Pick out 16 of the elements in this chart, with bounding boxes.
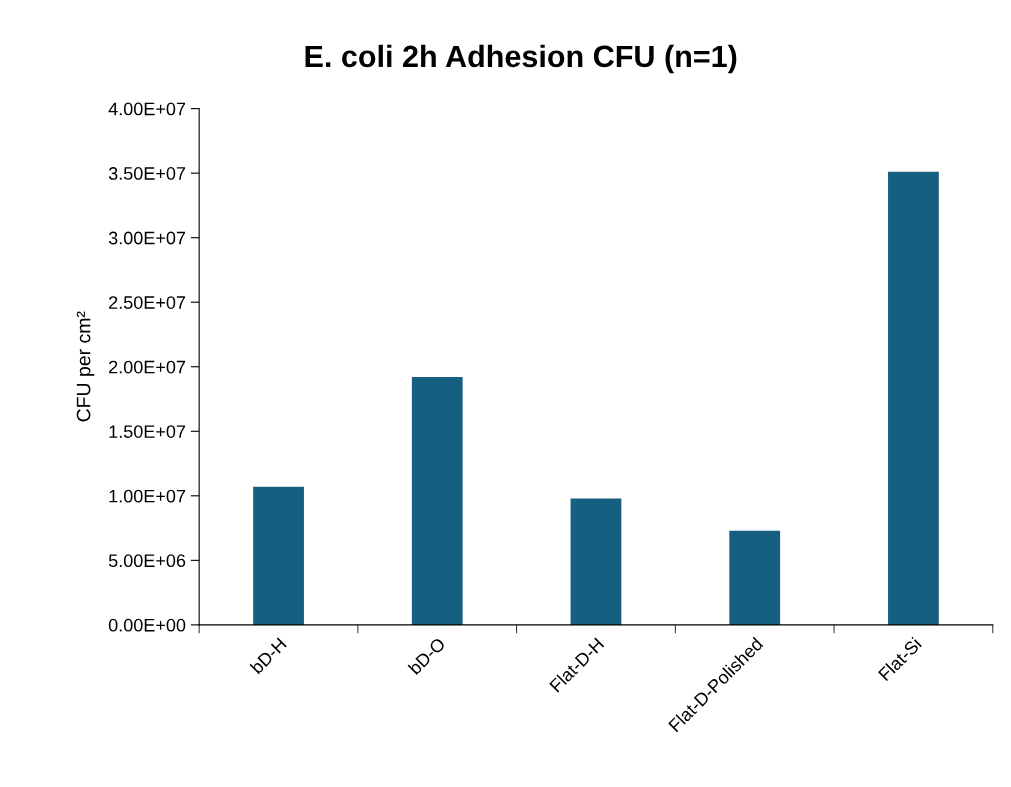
y-tick-label: 1.00E+07 <box>109 489 186 503</box>
y-axis-title: CFU per cm² <box>76 311 95 422</box>
bar <box>570 498 622 625</box>
bar <box>888 171 939 625</box>
y-tick-label: 2.50E+07 <box>109 296 186 309</box>
y-tick-label: 5.00E+06 <box>108 554 186 568</box>
y-tick-label: 4.00E+07 <box>108 102 186 116</box>
y-tick-label: 3.00E+07 <box>108 231 186 245</box>
bar <box>253 486 304 625</box>
bar <box>729 530 781 625</box>
chart-title: E. coli 2h Adhesion CFU (n=1) <box>305 44 737 74</box>
y-tick-label: 1.50E+07 <box>109 425 186 438</box>
y-tick-label: 0.00E+00 <box>108 618 186 632</box>
y-tick-label: 3.50E+07 <box>108 167 186 180</box>
y-tick-label: 2.00E+07 <box>109 360 186 374</box>
bar <box>411 377 463 625</box>
